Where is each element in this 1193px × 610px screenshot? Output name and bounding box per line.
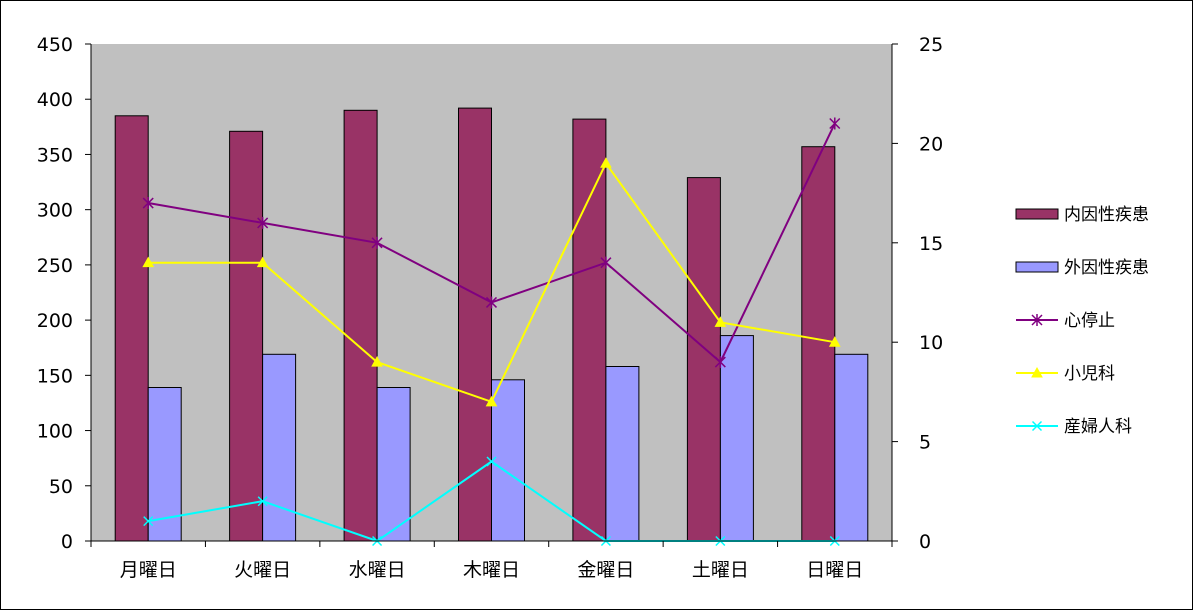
point-obgyn-0-shape xyxy=(143,516,154,527)
y-left-tick-label: 350 xyxy=(37,144,73,166)
y-left-tick-label: 150 xyxy=(37,365,73,387)
point-cardiac-arrest-5-shape xyxy=(714,356,726,369)
point-obgyn-0 xyxy=(143,516,154,527)
legend-marker xyxy=(1031,366,1043,378)
x-tick-label: 日曜日 xyxy=(806,559,863,581)
legend-swatch xyxy=(1015,208,1059,220)
point-pediatrics-4 xyxy=(600,157,612,168)
legend-item-2: 心停止 xyxy=(1016,311,1115,331)
x-tick-label: 木曜日 xyxy=(463,559,520,581)
bar-external-3 xyxy=(491,379,525,542)
point-cardiac-arrest-3 xyxy=(485,296,498,309)
x-tick-label: 火曜日 xyxy=(234,559,291,581)
bar-external-4 xyxy=(605,366,640,542)
legend-label: 産婦人科 xyxy=(1064,417,1132,437)
y-right-tick-label: 5 xyxy=(919,432,931,454)
x-tick-label: 月曜日 xyxy=(120,559,177,581)
point-cardiac-arrest-2-shape xyxy=(371,236,383,249)
y-right-tick-label: 10 xyxy=(919,332,943,354)
legend-label: 内因性疾患 xyxy=(1064,205,1149,225)
bar-internal-4 xyxy=(572,118,607,542)
legend-item-3: 小児科 xyxy=(1016,364,1115,384)
point-cardiac-arrest-1-shape xyxy=(257,216,269,229)
legend-marker-shape xyxy=(1031,366,1043,378)
point-cardiac-arrest-4-shape xyxy=(600,256,612,269)
point-pediatrics-2-shape xyxy=(371,356,383,367)
legend-label: 心停止 xyxy=(1064,311,1115,331)
bar-internal-0 xyxy=(114,115,149,542)
point-cardiac-arrest-3-shape xyxy=(485,296,498,309)
point-obgyn-1-shape xyxy=(257,496,268,507)
y-right-tick-label: 20 xyxy=(919,133,943,155)
point-obgyn-1 xyxy=(257,496,268,507)
point-cardiac-arrest-5 xyxy=(714,356,726,369)
point-pediatrics-0-shape xyxy=(142,256,155,268)
point-pediatrics-6 xyxy=(828,336,841,347)
point-pediatrics-5 xyxy=(714,316,727,327)
point-cardiac-arrest-6 xyxy=(829,117,841,130)
y-right-tick-label: 15 xyxy=(919,233,943,255)
y-left-tick-label: 0 xyxy=(61,531,73,553)
y-right-tick-label: 25 xyxy=(919,34,943,56)
y-left-tick-label: 400 xyxy=(37,89,73,111)
legend-label: 小児科 xyxy=(1064,364,1115,384)
point-pediatrics-2 xyxy=(371,356,383,367)
legend-label: 外因性疾患 xyxy=(1064,258,1149,278)
point-pediatrics-6-shape xyxy=(828,336,841,347)
point-pediatrics-0 xyxy=(142,256,155,268)
x-tick-label: 水曜日 xyxy=(349,559,406,581)
legend-item-0: 内因性疾患 xyxy=(1015,205,1149,225)
point-obgyn-3 xyxy=(486,456,497,467)
point-pediatrics-4-shape xyxy=(600,157,612,168)
legend-marker-shape xyxy=(1031,314,1043,326)
bar-external-6 xyxy=(834,353,869,542)
point-pediatrics-1-shape xyxy=(256,256,269,268)
point-cardiac-arrest-1 xyxy=(257,216,269,229)
bar-internal-6 xyxy=(801,146,836,542)
legend-item-1: 外因性疾患 xyxy=(1015,258,1149,278)
y-left-tick-label: 50 xyxy=(49,476,73,498)
legend-item-4: 産婦人科 xyxy=(1016,417,1132,437)
point-obgyn-3-shape xyxy=(486,456,497,467)
y-left-tick-label: 250 xyxy=(37,255,73,277)
bar-internal-3 xyxy=(458,107,492,542)
point-pediatrics-1 xyxy=(256,256,269,268)
axes-layer: 0 50 100 150 200 250 300 350 400 450 0 5 10 15 20 25 月曜日… xyxy=(37,34,943,581)
legend-marker xyxy=(1031,420,1043,432)
bar-external-2 xyxy=(376,387,411,542)
bars-layer xyxy=(114,107,869,542)
y-left-tick-label: 450 xyxy=(37,34,73,56)
bar-internal-5 xyxy=(686,177,721,542)
legend-marker xyxy=(1031,314,1043,326)
bar-internal-2 xyxy=(343,109,378,542)
x-tick-label: 金曜日 xyxy=(577,559,634,581)
point-pediatrics-3 xyxy=(485,395,498,407)
point-cardiac-arrest-6-shape xyxy=(829,117,841,130)
legend-swatch xyxy=(1015,261,1059,273)
point-cardiac-arrest-4 xyxy=(600,256,612,269)
bar-external-1 xyxy=(262,353,297,542)
x-tick-label: 土曜日 xyxy=(692,559,749,581)
y-left-tick-label: 100 xyxy=(37,421,73,443)
y-left-tick-label: 200 xyxy=(37,310,73,332)
bar-external-5 xyxy=(719,335,754,542)
bar-internal-1 xyxy=(229,130,264,542)
y-left-tick-label: 300 xyxy=(37,200,73,222)
y-right-tick-label: 0 xyxy=(919,531,931,553)
point-pediatrics-3-shape xyxy=(485,395,498,407)
point-cardiac-arrest-0 xyxy=(142,197,154,210)
point-cardiac-arrest-0-shape xyxy=(142,197,154,210)
legend-marker-shape xyxy=(1031,420,1043,432)
point-pediatrics-5-shape xyxy=(714,316,727,327)
point-cardiac-arrest-2 xyxy=(371,236,383,249)
